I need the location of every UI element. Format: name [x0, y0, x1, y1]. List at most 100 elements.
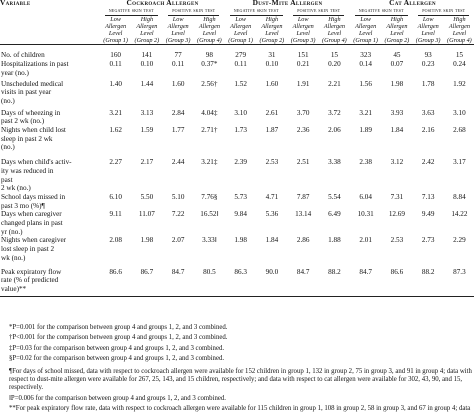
value-cell: 0.23 — [421, 60, 435, 69]
table-body: No. of children 160 141 77 98 279 31 151 15 323 45… — [0, 45, 474, 297]
value-cell: 7.87 — [296, 192, 310, 201]
value-cell: 2.21 — [328, 79, 341, 88]
value-cell: 87.3 — [453, 267, 466, 276]
value-cell: 88.2 — [328, 267, 341, 276]
value-cell: 2.42 — [421, 158, 435, 167]
value-cell: 3.70 — [296, 108, 310, 117]
value-cell: 3.63 — [421, 108, 435, 117]
subheader: High Allergen Level (Group 2) — [134, 16, 160, 45]
value-cell: 2.39 — [234, 158, 247, 167]
value-cell: 15 — [330, 51, 338, 60]
value-cell: 279 — [235, 51, 247, 60]
row-label: Unscheduled medical visits in past year (n… — [1, 79, 64, 105]
value-cell: 2.51 — [296, 158, 310, 167]
value-cell: 80.5 — [203, 267, 216, 276]
value-cell: 1.84 — [390, 126, 404, 135]
skin-test-header: negative skin test — [225, 8, 288, 17]
table-row: Peak expiratory flow rate (% of predicted… — [0, 263, 474, 297]
value-cell: 0.21 — [296, 60, 310, 69]
footnote: **For peak expiratory flow rate, data wi… — [9, 405, 471, 414]
row-label: Hospitalizations in past year (no.) — [1, 60, 69, 77]
value-cell: 5.73 — [234, 192, 247, 201]
value-cell: 2.71† — [201, 126, 218, 135]
value-cell: 1.77 — [171, 126, 185, 135]
subheader: Low Allergen Level (Group 1) — [353, 16, 378, 45]
value-cell: 1.78 — [421, 79, 435, 88]
value-cell: 4.71 — [265, 192, 279, 201]
value-cell: 3.12 — [390, 158, 404, 167]
value-cell: 1.84 — [265, 236, 279, 245]
value-cell: 3.13 — [140, 108, 154, 117]
value-cell: 45 — [393, 51, 401, 60]
value-cell: 2.36 — [296, 126, 310, 135]
value-cell: 2.56† — [201, 79, 218, 88]
footnote: ‡P=0.03 for the comparison between group… — [9, 344, 225, 352]
value-cell: 2.53 — [265, 158, 279, 167]
value-cell: 1.59 — [140, 126, 154, 135]
value-cell: 1.62 — [109, 126, 122, 135]
value-cell: 2.17 — [140, 158, 154, 167]
value-cell: 0.20 — [328, 60, 341, 69]
value-cell: 7.13 — [421, 192, 435, 201]
subheader: High Allergen Level (Group 2) — [259, 16, 285, 45]
value-cell: 3.10 — [453, 108, 466, 117]
value-cell: 2.61 — [265, 108, 279, 117]
value-cell: 84.7 — [171, 267, 185, 276]
value-cell: 93 — [424, 51, 432, 60]
value-cell: 1.60 — [171, 79, 185, 88]
group-subheader-row: Low Allergen Level (Group 1) High Allergen Le… — [0, 16, 474, 45]
value-cell: 12.69 — [388, 210, 405, 219]
footnote: ¶For days of school missed, data with re… — [9, 367, 472, 392]
value-cell: 0.14 — [359, 60, 372, 69]
value-cell: 5.50 — [140, 192, 154, 201]
value-cell: 1.73 — [234, 126, 247, 135]
skin-test-header-row: negative skin test positive skin test ne… — [0, 8, 474, 17]
value-cell: 98 — [205, 51, 213, 60]
value-cell: 2.73 — [421, 236, 435, 245]
row-label: Days when caregiver changed plans in past… — [1, 210, 63, 236]
footnote: *P=0.001 for the comparison between grou… — [9, 324, 228, 331]
value-cell: 0.10 — [140, 60, 154, 69]
table-row: School days missed in past 3 mo (%)¶ 6.10 5… — [0, 193, 474, 210]
value-cell: 6.49 — [328, 210, 341, 219]
value-cell: 15 — [455, 51, 463, 60]
value-cell: 11.07 — [138, 210, 155, 219]
value-cell: 5.54 — [328, 192, 341, 201]
table-row: Hospitalizations in past year (no.) 0.11 0.… — [0, 60, 474, 77]
value-cell: 86.6 — [390, 267, 404, 276]
value-cell: 2.68 — [453, 126, 466, 135]
empty-cell — [0, 16, 100, 45]
value-cell: 3.72 — [328, 108, 341, 117]
value-cell: 3.38 — [328, 158, 341, 167]
subheader: High Allergen Level (Group 4) — [322, 16, 347, 45]
subheader: High Allergen Level (Group 4) — [197, 16, 222, 45]
table-row: Nights when child lost sleep in past 2 wk… — [0, 126, 474, 152]
value-cell: 2.06 — [328, 126, 341, 135]
value-cell: 10.31 — [357, 210, 374, 219]
value-cell: 88.2 — [421, 267, 435, 276]
value-cell: 1.91 — [296, 79, 310, 88]
group-header-row: Variable Cockroach Allergen Dust-Mite Al… — [0, 0, 474, 8]
value-cell: 1.98 — [234, 236, 247, 245]
row-label: School days missed in past 3 mo (%)¶ — [1, 192, 66, 210]
value-cell: 160 — [110, 51, 122, 60]
value-cell: 7.76§ — [201, 192, 218, 201]
value-cell: 84.7 — [359, 267, 372, 276]
value-cell: 6.04 — [359, 192, 372, 201]
value-cell: 2.29 — [453, 236, 466, 245]
value-cell: 1.88 — [328, 236, 341, 245]
value-cell: 2.07 — [171, 236, 185, 245]
value-cell: 1.56 — [359, 79, 372, 88]
value-cell: 0.37* — [201, 60, 218, 69]
subheader: Low Allergen Level (Group 1) — [103, 16, 128, 45]
value-cell: 2.84 — [171, 108, 185, 117]
footnotes: *P=0.001 for the comparison between grou… — [0, 323, 474, 414]
value-cell: 3.21 — [109, 108, 122, 117]
skin-test-header: positive skin test — [413, 8, 474, 17]
value-cell: 1.60 — [265, 79, 279, 88]
subheader: High Allergen Level (Group 4) — [447, 16, 472, 45]
group-header-cat: Cat Allergen — [389, 0, 436, 7]
value-cell: 84.7 — [296, 267, 310, 276]
skin-test-header: positive skin test — [288, 8, 351, 17]
value-cell: 3.21 — [359, 108, 372, 117]
